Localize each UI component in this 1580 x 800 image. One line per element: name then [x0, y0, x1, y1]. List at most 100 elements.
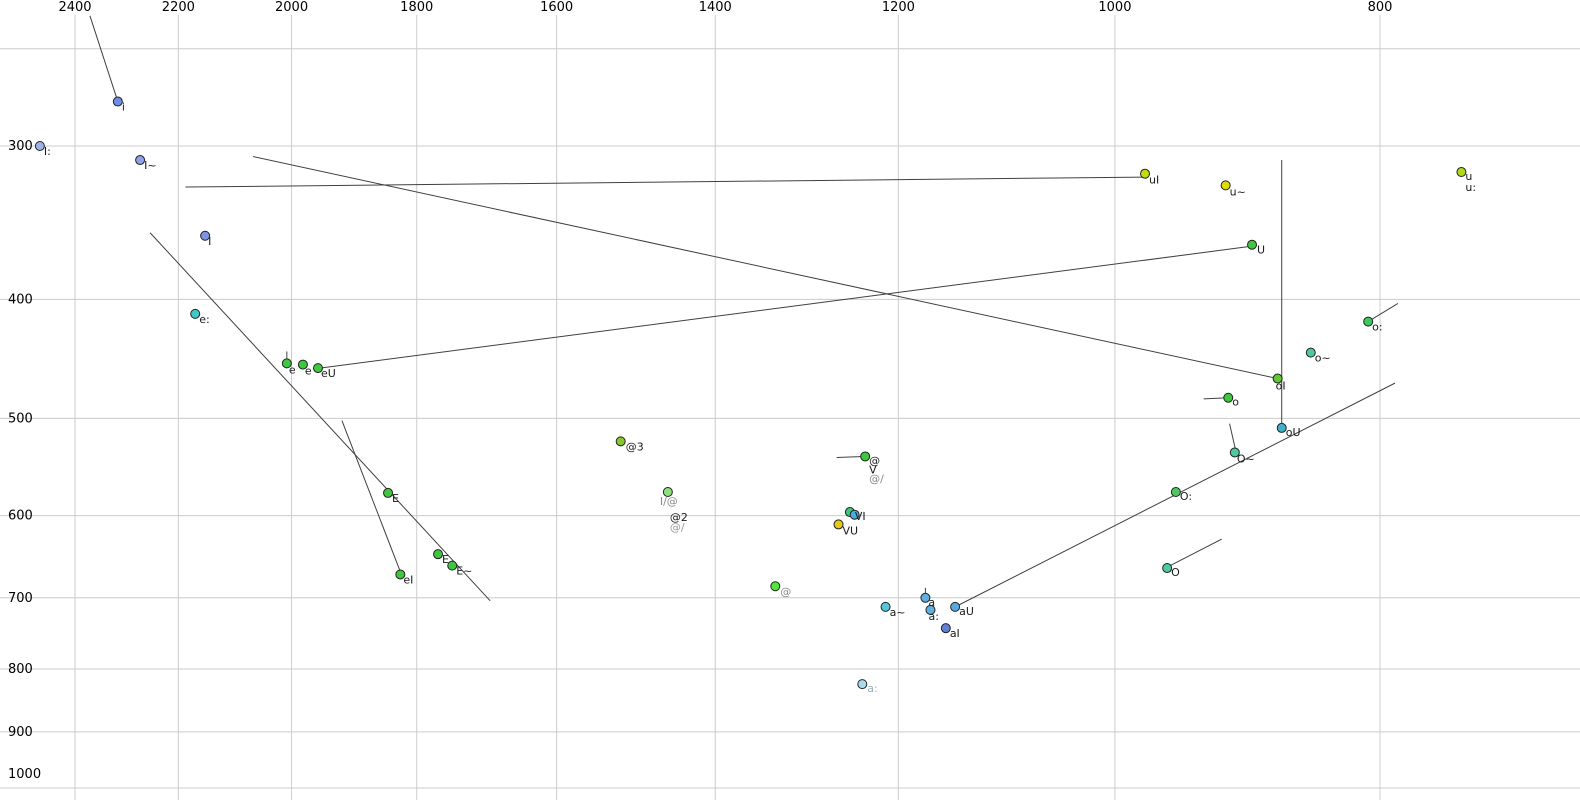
data-point: [190, 308, 201, 319]
data-point: [849, 509, 860, 520]
data-point: [1363, 316, 1374, 327]
point-label: eI: [403, 573, 413, 586]
data-point: [433, 549, 444, 560]
point-label: eU: [321, 367, 336, 380]
point-label: i: [122, 101, 125, 114]
point-label: aI: [950, 627, 960, 640]
x-tick-label: 2000: [275, 0, 308, 15]
trajectory-line: [185, 176, 1148, 188]
y-tick-label: 700: [8, 591, 33, 606]
point-label: VU: [843, 524, 859, 537]
point-label: aU: [959, 605, 974, 618]
y-tick-label: 900: [8, 725, 33, 740]
point-label: a:: [867, 682, 877, 695]
point-label: o~: [1315, 352, 1331, 365]
y-tick-label: 800: [8, 662, 33, 677]
point-label: @: [780, 585, 791, 598]
point-label: @3: [626, 440, 644, 453]
data-point: [34, 141, 45, 151]
data-point: [860, 451, 871, 462]
point-label: @2: [670, 511, 688, 524]
point-label: O:: [1180, 490, 1192, 503]
point-label: a:: [928, 610, 938, 623]
point-label: V: [869, 463, 877, 476]
point-label: E: [392, 492, 399, 505]
point-label: u~: [1230, 185, 1246, 198]
point-label: I~: [144, 159, 156, 172]
y-tick-label: 400: [8, 292, 33, 307]
data-point: [395, 569, 406, 580]
point-label: @/: [670, 521, 685, 534]
x-tick-label: 2200: [162, 0, 195, 15]
data-point: [770, 581, 781, 592]
data-point: [1223, 392, 1234, 403]
data-point: [1272, 373, 1283, 384]
point-label: u:: [1465, 181, 1476, 194]
x-tick-label: 800: [1368, 0, 1393, 15]
trajectory-line: [1166, 538, 1222, 568]
y-tick-label: 500: [8, 411, 33, 426]
point-label: oU: [1286, 426, 1301, 439]
point-label: o: [1232, 396, 1239, 409]
data-point: [383, 487, 394, 498]
data-point: [1305, 347, 1316, 358]
point-label: E~: [456, 565, 472, 578]
trajectory-line: [89, 15, 119, 102]
x-tick-label: 1400: [699, 0, 732, 15]
data-point: [880, 601, 891, 612]
data-point: [135, 155, 146, 166]
trajectory-line: [149, 232, 491, 602]
trajectory-line: [319, 245, 1253, 369]
data-point: [1276, 422, 1287, 433]
point-label: u: [1465, 170, 1472, 183]
data-point: [112, 96, 123, 107]
data-point: [925, 604, 936, 615]
point-label: e: [305, 365, 312, 378]
trajectory-line: [1367, 302, 1399, 323]
point-label: oI: [1276, 380, 1286, 393]
data-point: [857, 679, 868, 690]
point-label: VI: [855, 510, 866, 523]
point-label: @/: [869, 472, 884, 485]
data-point: [615, 436, 626, 447]
x-tick-label: 1600: [540, 0, 573, 15]
data-point: [1456, 167, 1467, 178]
data-point: [1220, 180, 1231, 191]
point-label: I:: [44, 145, 51, 158]
point-label: O~: [1237, 452, 1255, 465]
data-point: [1140, 168, 1151, 179]
point-label: @: [869, 454, 880, 467]
x-tick-label: 1000: [1098, 0, 1131, 15]
x-tick-label: 2400: [58, 0, 91, 15]
point-label: o:: [1372, 321, 1382, 334]
data-point: [1247, 239, 1258, 250]
point-label: I/@: [660, 495, 678, 508]
data-point: [1162, 563, 1173, 574]
y-tick-label: 1000: [8, 767, 41, 782]
point-label: U: [1257, 244, 1265, 257]
data-point: [1170, 486, 1181, 497]
trajectory-line: [836, 455, 864, 458]
data-point: [662, 486, 673, 497]
data-point: [920, 592, 931, 603]
data-point: [281, 358, 292, 369]
point-label: e: [289, 363, 296, 376]
data-point: [312, 363, 323, 374]
x-tick-label: 1200: [882, 0, 915, 15]
data-point: [940, 623, 951, 634]
point-label: uI: [1149, 174, 1159, 187]
point-label: I: [208, 235, 211, 248]
data-point: [950, 601, 961, 612]
point-label: O: [1171, 566, 1180, 579]
data-point: [833, 519, 844, 530]
data-point: [447, 560, 458, 571]
x-tick-label: 1800: [400, 0, 433, 15]
data-point: [297, 359, 308, 370]
y-tick-label: 300: [8, 139, 33, 154]
data-point: [200, 230, 211, 241]
point-label: e:: [199, 313, 209, 326]
point-label: a~: [890, 606, 906, 619]
trajectory-line: [252, 156, 1278, 380]
